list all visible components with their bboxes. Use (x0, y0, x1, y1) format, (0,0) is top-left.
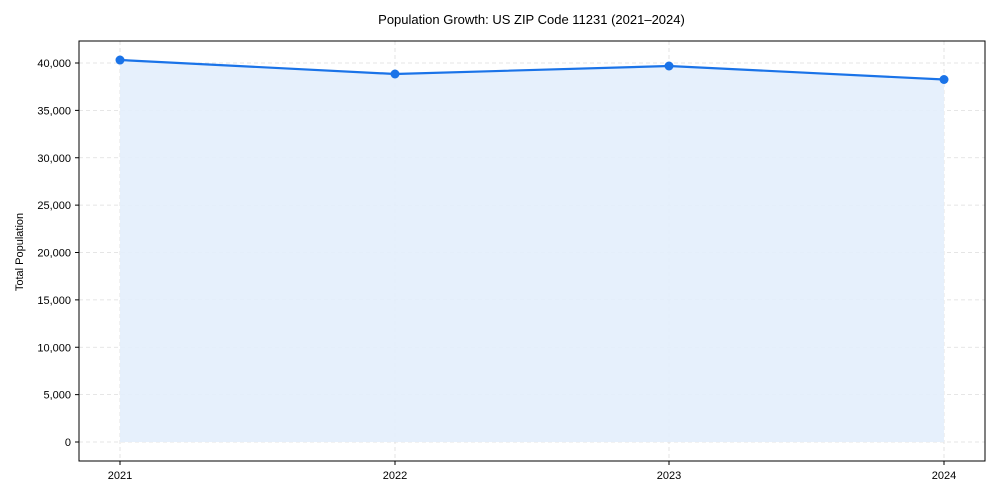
x-tick-label: 2021 (108, 470, 132, 482)
x-tick-label: 2023 (657, 470, 681, 482)
y-tick-label: 35,000 (37, 105, 71, 117)
chart-title: Population Growth: US ZIP Code 11231 (20… (378, 12, 685, 27)
x-tick-label: 2022 (383, 470, 407, 482)
y-tick-label: 30,000 (37, 153, 71, 165)
y-tick-label: 40,000 (37, 58, 71, 70)
data-point (664, 61, 674, 71)
y-tick-label: 0 (65, 437, 71, 449)
area-fill (120, 60, 944, 443)
y-tick-label: 20,000 (37, 248, 71, 260)
data-point (939, 74, 949, 84)
data-point (390, 69, 400, 79)
y-tick-label: 15,000 (37, 295, 71, 307)
data-line (119, 58, 945, 81)
y-tick-label: 5,000 (43, 390, 71, 402)
x-tick-label: 2024 (932, 470, 956, 482)
y-tick-label: 10,000 (37, 342, 71, 354)
y-tick-label: 25,000 (37, 200, 71, 212)
plot-frame (78, 40, 986, 462)
data-point (115, 55, 125, 65)
